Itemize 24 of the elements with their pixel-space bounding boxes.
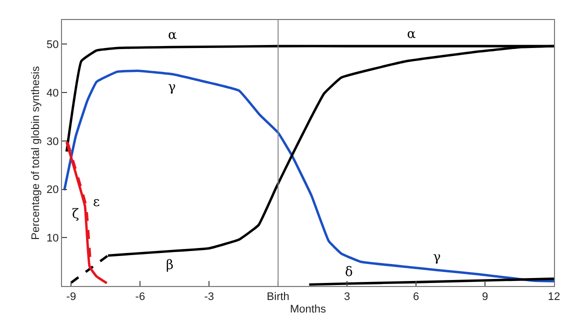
text: γ: [168, 80, 176, 95]
y-tick-label: 30: [46, 136, 59, 148]
y-tick-label: 50: [46, 39, 59, 52]
series-label: δ: [345, 265, 353, 280]
series-label: ζ: [72, 207, 80, 222]
x-tick-label: 9: [482, 291, 488, 304]
x-tick-label: -3: [204, 291, 214, 304]
series-label: α: [168, 28, 177, 43]
y-axis-title: Percentage of total globin synthesis: [30, 66, 42, 240]
series-label: β: [166, 258, 174, 273]
x-tick-label: 6: [412, 291, 420, 304]
series-label: ε: [93, 195, 100, 210]
y-tick-label: 40: [46, 87, 59, 100]
line-series: [63, 70, 554, 282]
x-tick-label: 12: [548, 291, 560, 304]
x-axis-title: Months: [290, 303, 327, 316]
series-label: γ: [433, 250, 441, 265]
x-tick-label: -9: [66, 291, 76, 304]
y-tick-label: 20: [46, 184, 59, 196]
x-tick-label: 3: [344, 291, 350, 304]
text: α: [407, 27, 416, 42]
x-tick-label: -6: [135, 291, 146, 304]
y-tick-label: 10: [46, 232, 59, 244]
x-tick-label: Birth: [266, 291, 290, 304]
